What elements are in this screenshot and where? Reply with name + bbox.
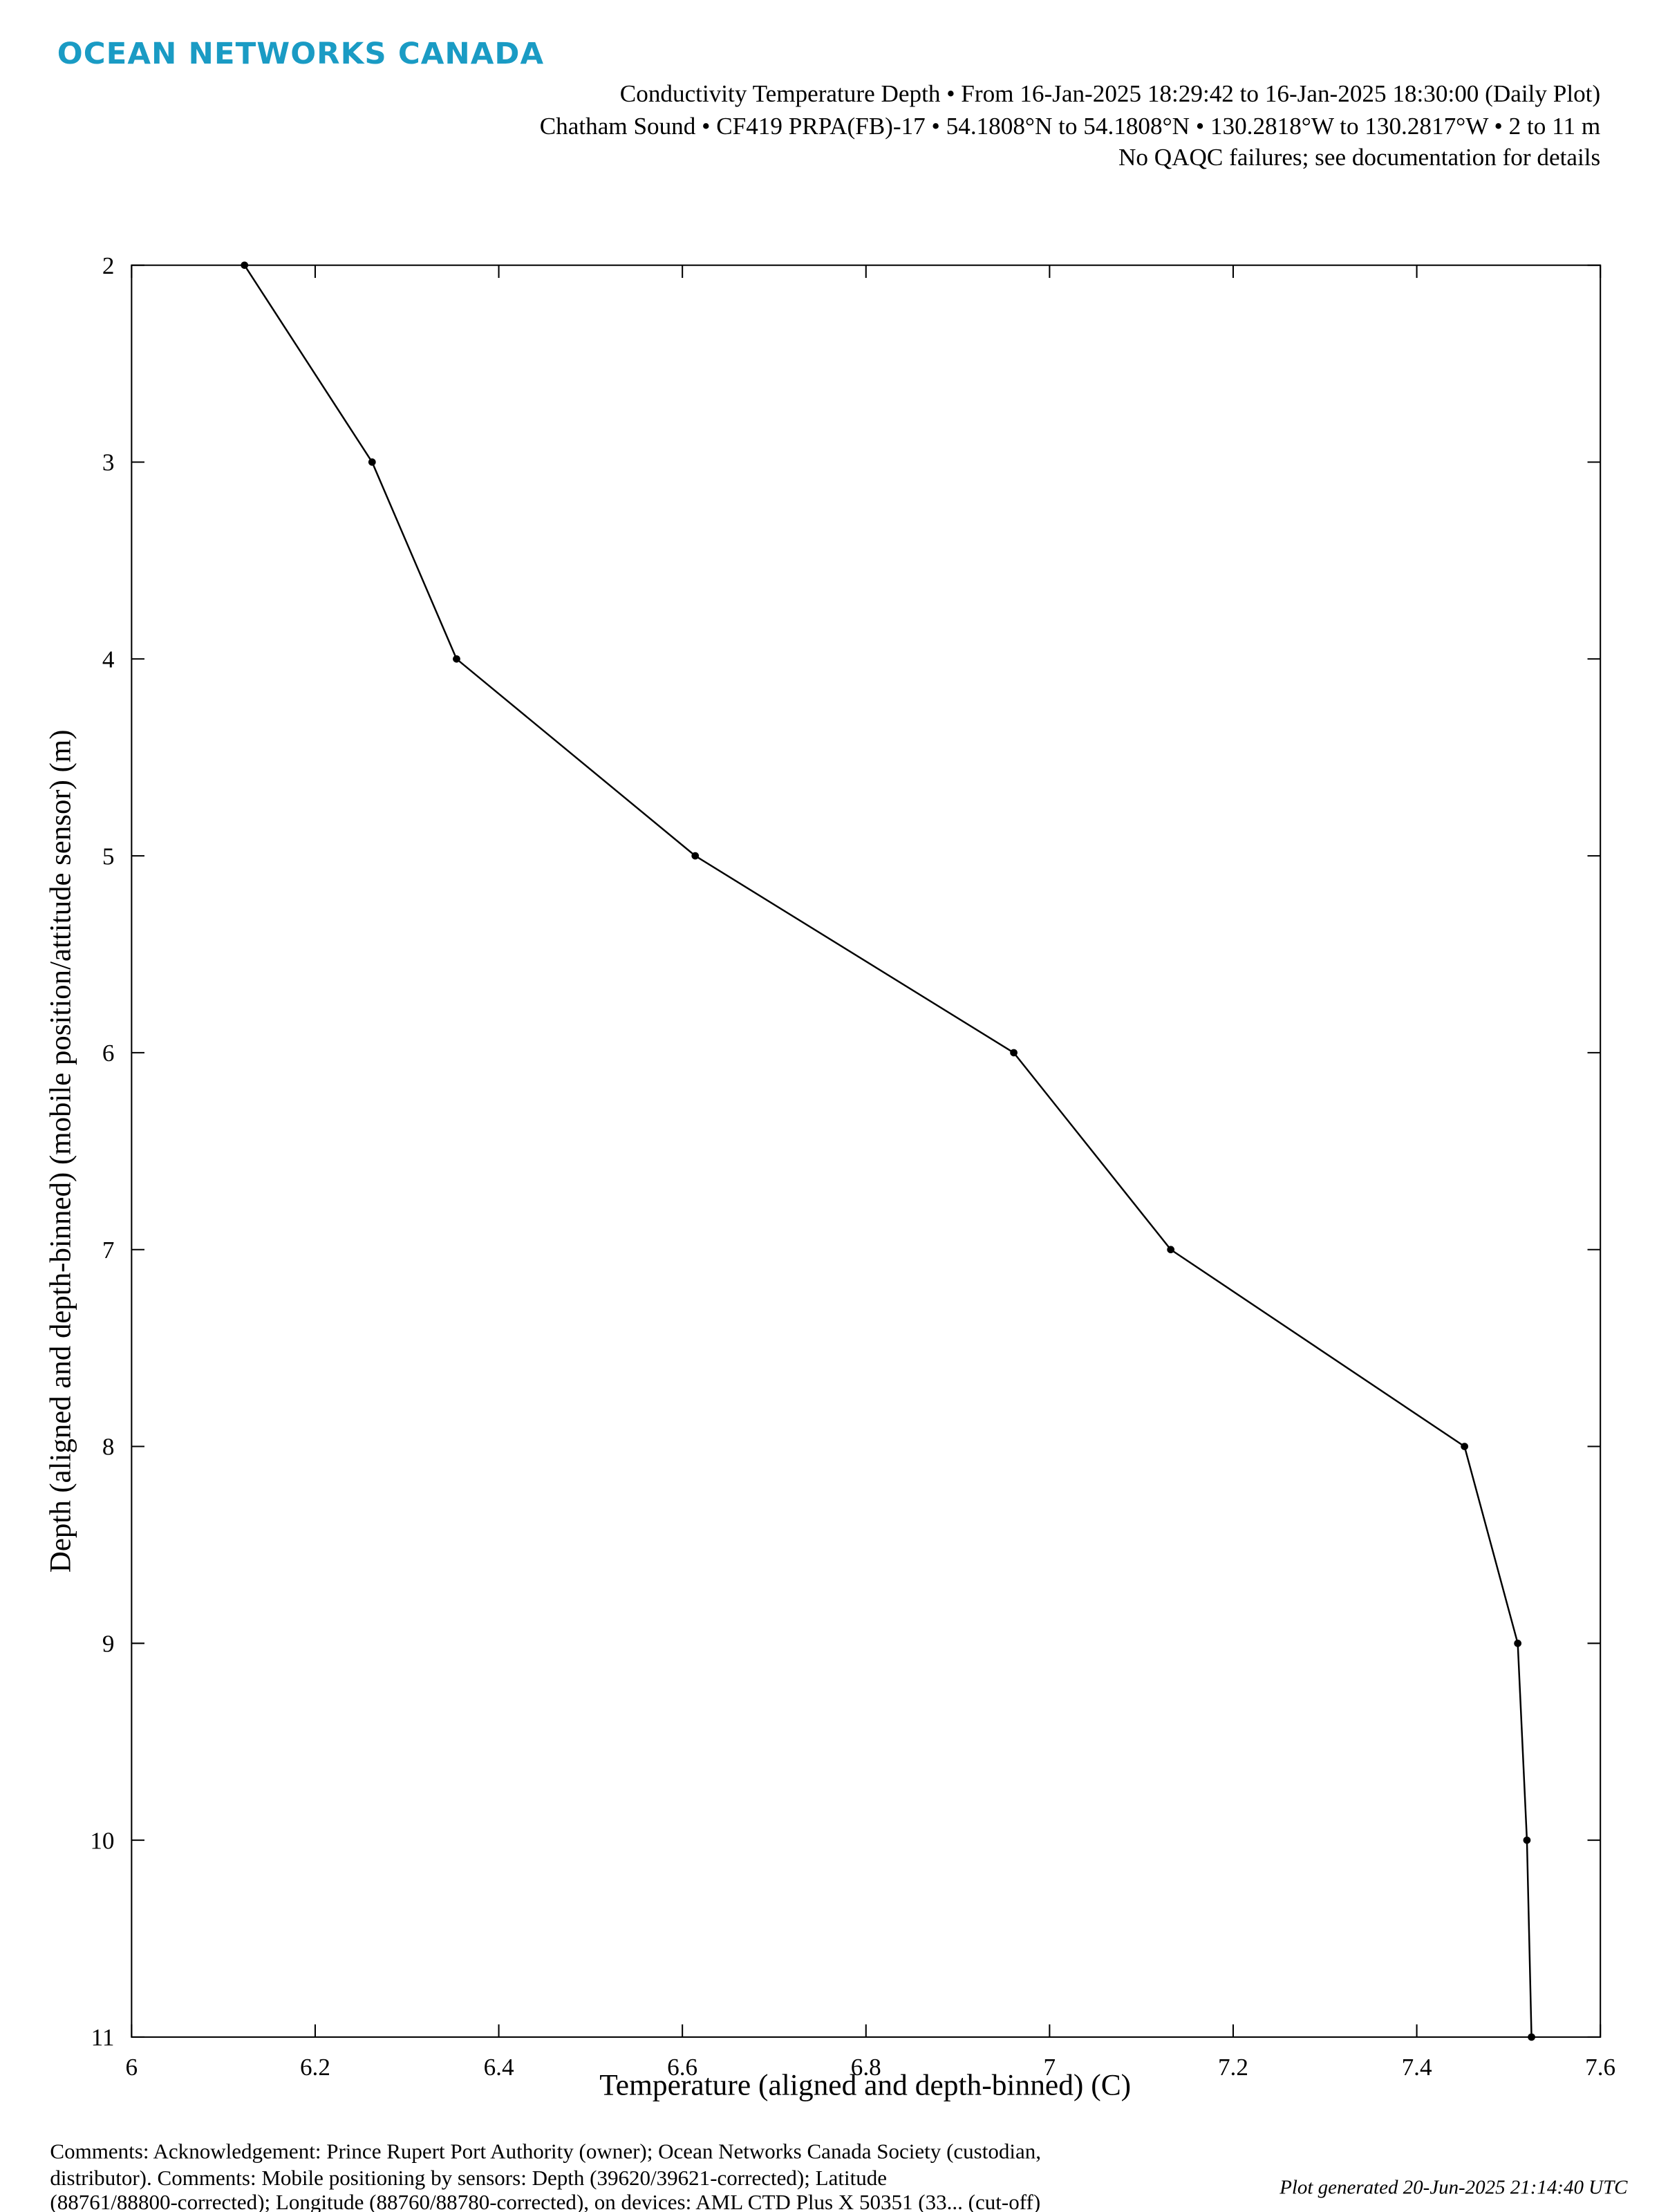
data-point (691, 852, 700, 860)
x-tick-label: 6.2 (300, 2054, 330, 2081)
y-tick-label: 4 (102, 646, 115, 673)
plot-frame (131, 264, 1602, 2038)
x-tick-label: 6.8 (851, 2054, 881, 2081)
x-tick-label: 6.4 (484, 2054, 514, 2081)
profile-line (243, 265, 1533, 2037)
x-tick-label: 6.6 (667, 2054, 697, 2081)
data-point (1528, 2033, 1535, 2041)
generated-note: Plot generated 20-Jun-2025 21:14:40 UTC (1279, 2177, 1628, 2199)
data-point (1523, 1836, 1531, 1844)
y-tick-label: 8 (102, 1434, 115, 1461)
data-point (368, 458, 376, 466)
y-tick-label: 7 (102, 1237, 115, 1264)
y-tick-label: 11 (91, 2024, 115, 2051)
x-tick-label: 6 (126, 2054, 138, 2081)
data-point (1514, 1640, 1522, 1647)
header-line: No QAQC failures; see documentation for … (1118, 144, 1600, 171)
x-axis-label: Temperature (aligned and depth-binned) (… (599, 2070, 1131, 2102)
data-point (1010, 1049, 1018, 1057)
x-tick-label: 7 (1044, 2054, 1056, 2081)
footer-comment: (88761/88800-corrected); Longitude (8876… (50, 2191, 1040, 2212)
x-tick-label: 7.4 (1402, 2054, 1432, 2081)
logo: OCEAN NETWORKS CANADA (57, 37, 544, 71)
data-point (1461, 1443, 1469, 1450)
y-axis-label: Depth (aligned and depth-binned) (mobile… (44, 730, 77, 1573)
data-point (241, 261, 249, 269)
footer-comment: distributor). Comments: Mobile positioni… (50, 2166, 887, 2190)
y-tick-label: 2 (102, 252, 115, 279)
y-tick-label: 9 (102, 1631, 115, 1658)
y-tick-label: 5 (102, 843, 115, 870)
data-point (1167, 1246, 1175, 1254)
footer-comment: Comments: Acknowledgement: Prince Rupert… (50, 2140, 1041, 2164)
header-line: Chatham Sound • CF419 PRPA(FB)-17 • 54.1… (540, 113, 1600, 140)
header-line: Conductivity Temperature Depth • From 16… (620, 80, 1600, 107)
y-tick-label: 6 (102, 1040, 115, 1067)
y-tick-label: 3 (102, 449, 115, 476)
data-point (453, 655, 460, 663)
x-tick-label: 7.2 (1218, 2054, 1248, 2081)
y-tick-label: 10 (90, 1828, 114, 1855)
x-tick-label: 7.6 (1585, 2054, 1615, 2081)
